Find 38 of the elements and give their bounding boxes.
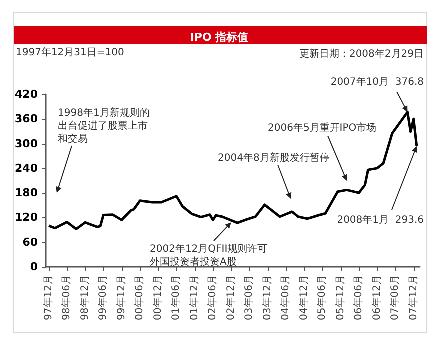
y-tick-label: 120 <box>15 211 38 224</box>
x-tick-label: 06年06月 <box>352 275 365 320</box>
x-tick-label: 03年06月 <box>243 275 256 320</box>
x-tick-label: 06年12月 <box>370 275 383 320</box>
x-tick-label: 01年06月 <box>170 275 182 320</box>
x-tick-label: 02年06月 <box>206 275 219 320</box>
chart-title: IPO 指标值 <box>190 31 249 44</box>
y-tick-label: 180 <box>15 186 38 200</box>
y-tick-label: 240 <box>15 162 38 175</box>
annotation: 2006年5月重开IPO市场 <box>268 122 377 134</box>
y-tick-label: 420 <box>15 88 38 101</box>
annotation: 2008年1月 293.6 <box>337 214 424 226</box>
x-tick-label: 00年06月 <box>134 275 146 320</box>
x-tick-label: 04年06月 <box>280 275 292 320</box>
y-tick-label: 360 <box>15 112 38 126</box>
text: 更新日期：2008年2月29日 <box>299 48 424 60</box>
x-tick-label: 99年06月 <box>97 275 110 320</box>
x-tick-label: 01年12月 <box>188 275 200 320</box>
y-tick-label: 0 <box>30 260 38 274</box>
x-tick-label: 99年12月 <box>115 275 128 320</box>
x-tick-label: 00年12月 <box>152 275 164 320</box>
annotation: 2002年12月QFII规则许可外国投资者投资A股 <box>150 243 268 268</box>
annotation: 2004年8月新股发行暂停 <box>218 152 330 164</box>
annotation: 2007年10月 376.8 <box>330 76 424 88</box>
x-tick-label: 07年12月 <box>407 275 420 320</box>
x-tick-label: 07年06月 <box>389 275 402 320</box>
x-tick-label: 97年12月 <box>42 275 54 320</box>
x-tick-label: 05年06月 <box>316 275 328 320</box>
annotation: 1998年1月新规则的出台促进了股票上市和交易 <box>58 107 150 145</box>
x-tick-label: 98年12月 <box>78 275 91 320</box>
x-tick-label: 03年12月 <box>261 275 274 320</box>
y-tick-label: 60 <box>22 236 38 249</box>
x-tick-label: 05年12月 <box>334 275 346 320</box>
chart-subtitle: 1997年12月31日=100 <box>16 46 124 58</box>
y-tick-label: 300 <box>15 137 38 150</box>
x-tick-label: 98年06月 <box>60 275 73 320</box>
x-tick-label: 02年12月 <box>224 275 237 320</box>
x-tick-label: 04年12月 <box>298 275 310 320</box>
